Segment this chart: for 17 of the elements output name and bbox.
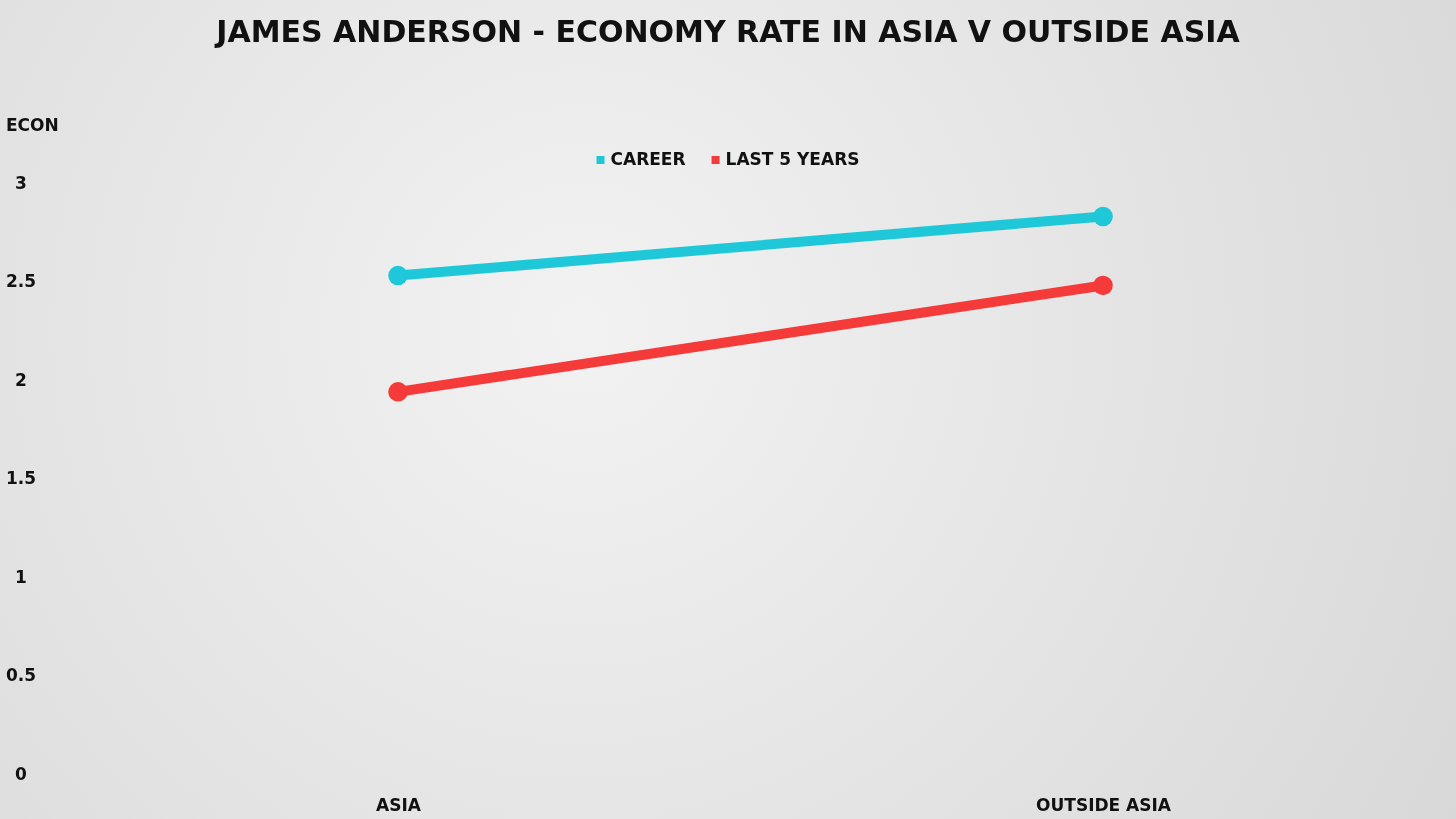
legend-label: CAREER xyxy=(610,149,686,169)
chart-title: JAMES ANDERSON - ECONOMY RATE IN ASIA V OUTSIDE ASIA xyxy=(214,14,1241,49)
point xyxy=(388,382,408,402)
y-tick-label: 2.5 xyxy=(5,271,37,292)
point xyxy=(1093,275,1113,296)
y-tick-label: 0.5 xyxy=(5,665,37,686)
y-tick-label: 0 xyxy=(15,763,28,784)
point xyxy=(388,265,408,286)
x-tick-label: ASIA xyxy=(376,795,422,816)
x-tick-label: OUTSIDE ASIA xyxy=(1036,795,1172,816)
y-tick-label: 1.5 xyxy=(5,468,37,489)
y-tick-label: 2 xyxy=(15,369,27,390)
y-axis-title: ECON xyxy=(6,115,59,135)
point xyxy=(1093,206,1113,227)
y-tick-label: 3 xyxy=(15,172,27,193)
y-tick-label: 1 xyxy=(15,566,27,587)
legend-label: LAST 5 YEARS xyxy=(725,149,860,169)
